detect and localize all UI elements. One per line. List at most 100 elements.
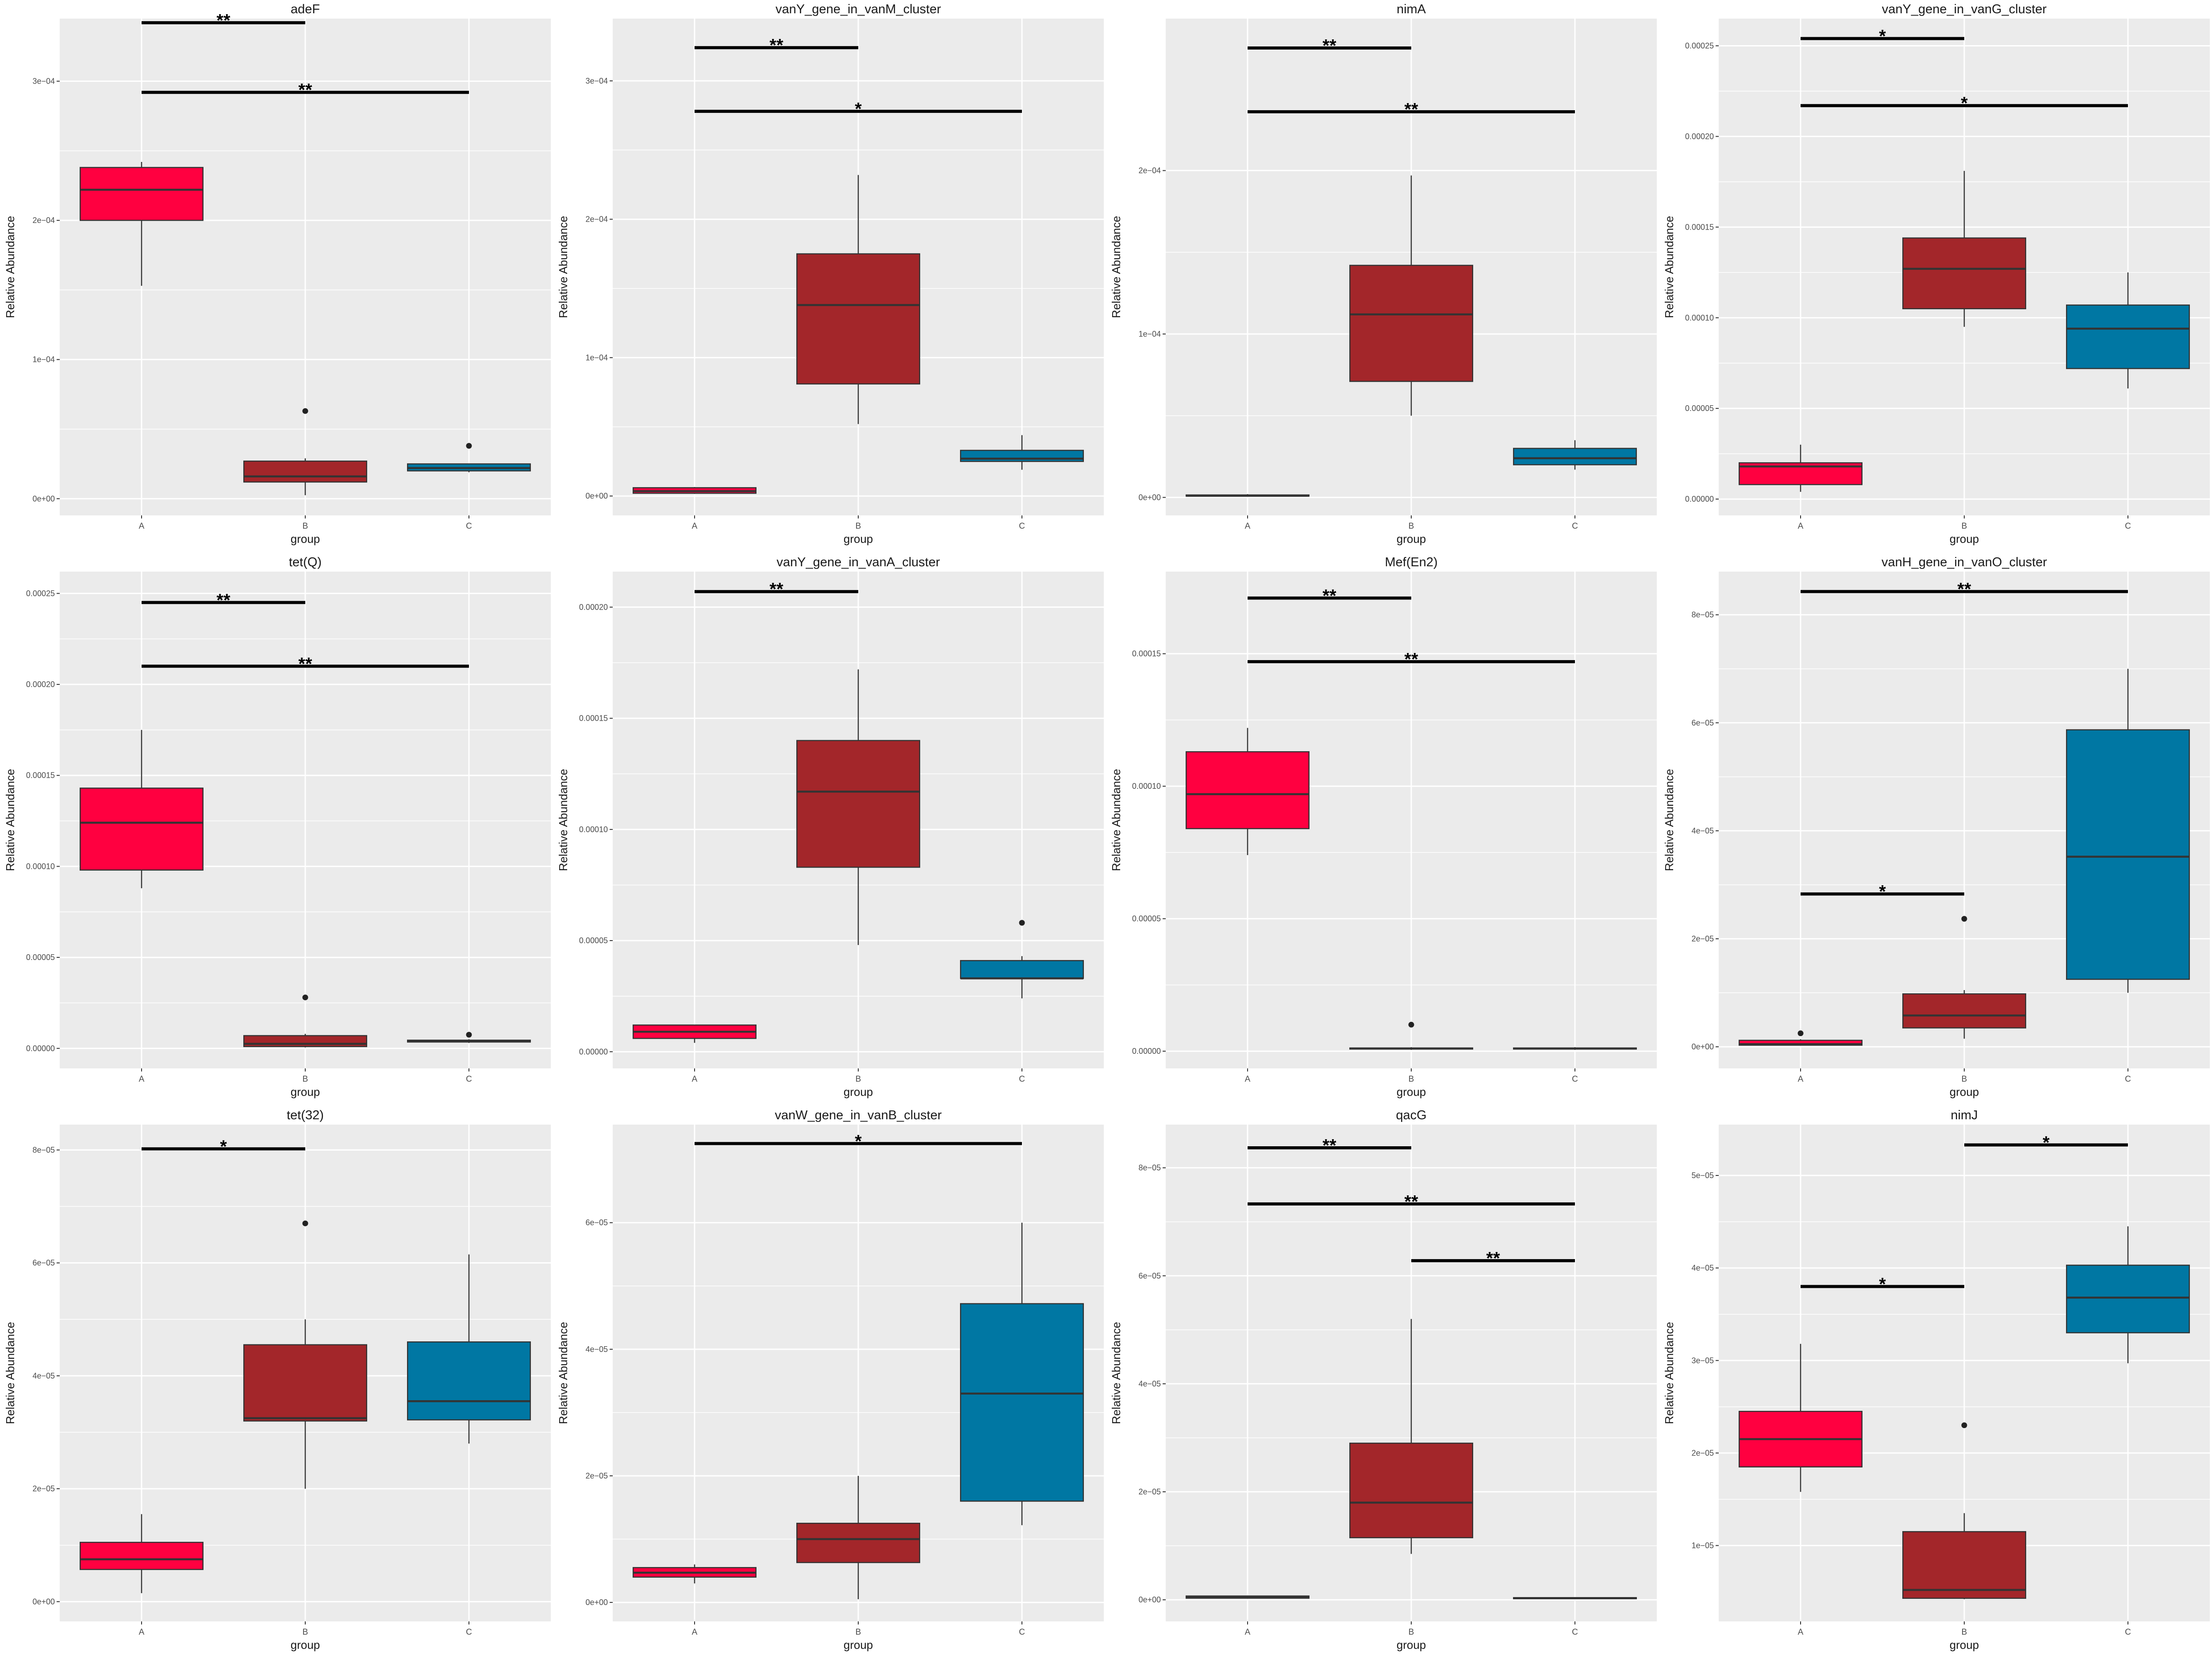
outlier-point	[466, 443, 472, 449]
box-B	[243, 1035, 367, 1047]
box-B	[796, 740, 920, 868]
y-tick-label: 0.00020	[26, 680, 55, 689]
x-tick-label: C	[1019, 1075, 1025, 1084]
y-tick-label: 2e−05	[32, 1484, 55, 1493]
outlier-point	[1961, 916, 1967, 922]
x-tick-label: C	[1572, 522, 1578, 531]
x-axis-title: group	[291, 532, 320, 545]
significance-label: **	[1322, 1136, 1336, 1155]
x-tick-label: B	[1409, 522, 1414, 531]
outlier-point	[302, 995, 308, 1001]
significance-label: *	[855, 1132, 862, 1151]
significance-label: *	[2043, 1133, 2050, 1152]
significance-label: **	[1404, 650, 1418, 669]
y-tick-label: 0.00015	[1685, 223, 1714, 231]
x-axis-title: group	[844, 532, 873, 545]
y-tick-label: 2e−05	[1691, 1448, 1714, 1457]
chart-title: nimJ	[1951, 1108, 1978, 1122]
significance-label: *	[855, 100, 862, 119]
y-tick-label: 2e−04	[32, 216, 55, 225]
chart-panel: 0.00000 0.00005 0.00010 0.00015 0.00020 0.000…	[1663, 2, 2210, 545]
x-axis-title: group	[1397, 1638, 1426, 1651]
y-tick-label: 4e−05	[1138, 1379, 1161, 1388]
y-tick-label: 4e−05	[1691, 826, 1714, 835]
significance-label: **	[1404, 1192, 1418, 1211]
y-tick-label: 0e+00	[32, 1597, 55, 1606]
box-C	[407, 1341, 531, 1421]
x-tick-label: C	[466, 1628, 472, 1637]
significance-label: **	[216, 11, 230, 30]
chart-title: qacG	[1396, 1108, 1426, 1122]
chart-title: adeF	[291, 2, 320, 16]
y-axis-title: Relative Abundance	[4, 216, 17, 318]
chart-title: vanW_gene_in_vanB_cluster	[775, 1108, 942, 1122]
y-tick-label: 0.00000	[579, 1047, 608, 1056]
y-axis-title: Relative Abundance	[557, 769, 570, 871]
box-B	[243, 1344, 367, 1422]
x-tick-label: A	[139, 1628, 145, 1637]
y-tick-label: 0.00000	[26, 1044, 55, 1053]
x-tick-label: C	[466, 1075, 472, 1084]
y-tick-label: 3e−05	[1691, 1356, 1714, 1365]
x-tick-label: A	[692, 1075, 698, 1084]
y-tick-label: 0.00015	[26, 771, 55, 780]
x-tick-label: A	[1245, 1075, 1251, 1084]
x-tick-label: B	[1962, 522, 1967, 531]
box-B	[1349, 1442, 1473, 1539]
y-tick-label: 0e+00	[585, 1598, 608, 1607]
box-C	[1513, 448, 1637, 465]
x-tick-label: C	[466, 522, 472, 531]
y-tick-label: 0.00020	[579, 603, 608, 611]
x-tick-label: B	[856, 1628, 861, 1637]
significance-label: **	[1486, 1249, 1500, 1268]
y-tick-label: 4e−05	[1691, 1263, 1714, 1272]
chart-panel: 0e+00 1e−04 2e−04 A B C ** ** nimA group Relative …	[1110, 2, 1657, 545]
y-tick-label: 6e−05	[585, 1218, 608, 1227]
y-tick-label: 0e+00	[585, 492, 608, 500]
box-A	[80, 167, 204, 221]
significance-label: *	[1879, 27, 1886, 46]
box-C	[960, 960, 1084, 979]
significance-label: **	[1957, 580, 1971, 599]
y-axis-title: Relative Abundance	[557, 1322, 570, 1424]
x-tick-label: A	[692, 1628, 698, 1637]
y-tick-label: 0.00005	[1685, 404, 1714, 413]
box-B	[1902, 993, 2026, 1029]
x-tick-label: A	[692, 522, 698, 531]
outlier-point	[466, 1032, 472, 1038]
y-axis-title: Relative Abundance	[1110, 1322, 1123, 1424]
y-tick-label: 2e−05	[585, 1471, 608, 1480]
y-tick-label: 0.00005	[579, 936, 608, 945]
outlier-point	[1797, 1030, 1804, 1037]
y-tick-label: 1e−04	[1138, 330, 1161, 338]
significance-label: **	[769, 36, 783, 55]
y-tick-label: 0.00005	[1132, 914, 1161, 923]
y-tick-label: 0e+00	[1138, 1595, 1161, 1604]
chart-panel: 0e+00 2e−05 4e−05 6e−05 8e−05 A B C ** ** ** qacG gr…	[1110, 1108, 1657, 1651]
box-A	[1739, 1040, 1863, 1046]
x-tick-label: B	[1962, 1075, 1967, 1084]
y-tick-label: 0e+00	[1691, 1042, 1714, 1051]
significance-label: *	[1879, 882, 1886, 902]
y-axis-title: Relative Abundance	[4, 1322, 17, 1424]
outlier-point	[1961, 1422, 1967, 1429]
y-tick-label: 2e−05	[1138, 1487, 1161, 1496]
box-B	[796, 1523, 920, 1563]
y-tick-label: 0.00010	[1685, 313, 1714, 322]
significance-label: *	[1879, 1275, 1886, 1294]
y-tick-label: 0.00015	[579, 714, 608, 723]
x-tick-label: A	[1245, 1628, 1251, 1637]
outlier-point	[1408, 1022, 1414, 1028]
y-tick-label: 3e−04	[32, 77, 55, 86]
chart-panel: 0e+00 1e−04 2e−04 3e−04 A B C ** ** adeF group Rela…	[4, 2, 551, 545]
x-axis-title: group	[1397, 532, 1426, 545]
y-axis-title: Relative Abundance	[557, 216, 570, 318]
x-axis-title: group	[844, 1638, 873, 1651]
x-axis-title: group	[1950, 1085, 1979, 1098]
box-A	[1186, 751, 1310, 830]
box-B	[1902, 1531, 2026, 1599]
significance-label: **	[769, 580, 783, 599]
